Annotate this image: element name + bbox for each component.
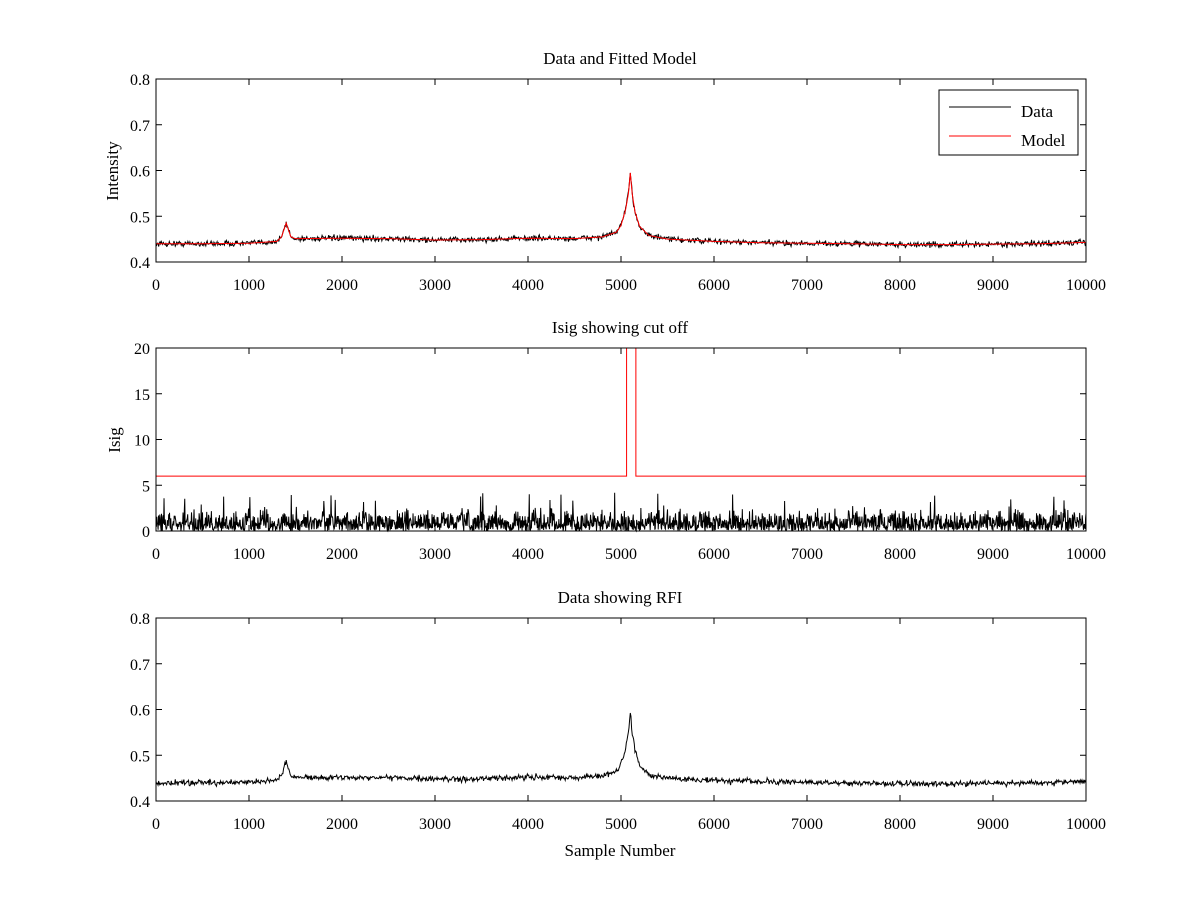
x-tick-label: 6000 (698, 816, 730, 833)
x-tick-label: 10000 (1066, 546, 1106, 563)
x-tick-label: 7000 (791, 546, 823, 563)
y-tick-label: 0.7 (130, 118, 150, 135)
panel-title: Data and Fitted Model (543, 49, 697, 68)
series-line-black (155, 712, 1087, 789)
series-layer (155, 347, 1087, 533)
legend-label-model: Model (1021, 131, 1066, 150)
y-tick-label: 20 (134, 341, 150, 358)
y-tick-label: 0.6 (130, 703, 150, 720)
x-tick-label: 9000 (977, 277, 1009, 294)
x-tick-label: 3000 (419, 277, 451, 294)
series-layer (155, 712, 1087, 789)
x-tick-label: 0 (152, 277, 160, 294)
y-tick-label: 0.4 (130, 794, 150, 811)
x-tick-label: 1000 (233, 277, 265, 294)
legend-box (938, 89, 1079, 156)
y-tick-label: 0.8 (130, 611, 150, 628)
x-tick-label: 8000 (884, 816, 916, 833)
y-tick-label: 0.5 (130, 748, 150, 765)
x-tick-label: 5000 (605, 277, 637, 294)
x-axis-label: Sample Number (565, 841, 676, 860)
x-tick-label: 6000 (698, 277, 730, 294)
legend: Data Model (938, 89, 1079, 156)
x-ticks: 0 1000 2000 3000 4000 5000 6000 7000 8000 9000 100… (152, 348, 1106, 563)
y-tick-label: 0.6 (130, 164, 150, 181)
x-tick-label: 2000 (326, 277, 358, 294)
x-tick-label: 4000 (512, 546, 544, 563)
x-tick-label: 7000 (791, 816, 823, 833)
panel-data-fitted-model: Data and Fitted Model Intensity 0 1000 200… (103, 49, 1106, 294)
x-tick-label: 9000 (977, 816, 1009, 833)
x-tick-label: 0 (152, 816, 160, 833)
x-tick-label: 4000 (512, 277, 544, 294)
plot-frame (155, 347, 1087, 532)
plot-frame (155, 617, 1087, 802)
y-tick-label: 5 (142, 478, 150, 495)
y-tick-label: 0.5 (130, 209, 150, 226)
x-tick-label: 9000 (977, 546, 1009, 563)
x-tick-label: 3000 (419, 816, 451, 833)
y-tick-label: 0.8 (130, 72, 150, 89)
panel-isig-cutoff: Isig showing cut off Isig 0 1000 2000 3000 4… (105, 318, 1106, 563)
panel-data-rfi: Data showing RFI 0 1000 2000 3000 4000 5000 60… (130, 588, 1106, 860)
x-tick-label: 3000 (419, 546, 451, 563)
x-tick-label: 4000 (512, 816, 544, 833)
x-tick-label: 1000 (233, 546, 265, 563)
x-ticks: 0 1000 2000 3000 4000 5000 6000 7000 8000 9000 100… (152, 79, 1106, 294)
y-ticks: 0.4 0.5 0.6 0.7 0.8 (130, 611, 1086, 811)
y-tick-label: 0.7 (130, 657, 150, 674)
x-tick-label: 10000 (1066, 816, 1106, 833)
y-axis-label: Isig (105, 427, 124, 453)
series-line-red (156, 347, 1086, 477)
y-tick-label: 10 (134, 433, 150, 450)
legend-label-data: Data (1021, 102, 1054, 121)
y-ticks: 0.4 0.5 0.6 0.7 0.8 (130, 72, 1086, 272)
x-tick-label: 0 (152, 546, 160, 563)
x-tick-label: 2000 (326, 816, 358, 833)
y-ticks: 0 5 10 15 20 (134, 341, 1086, 541)
series-line-model (156, 172, 1087, 246)
x-tick-label: 7000 (791, 277, 823, 294)
x-tick-label: 6000 (698, 546, 730, 563)
panel-title: Isig showing cut off (552, 318, 688, 337)
y-tick-label: 15 (134, 387, 150, 404)
x-tick-label: 8000 (884, 277, 916, 294)
x-ticks: 0 1000 2000 3000 4000 5000 6000 7000 8000 9000 100… (152, 618, 1106, 833)
y-axis-label: Intensity (103, 141, 122, 201)
x-tick-label: 2000 (326, 546, 358, 563)
x-tick-label: 8000 (884, 546, 916, 563)
y-tick-label: 0.4 (130, 255, 150, 272)
series-layer (155, 172, 1087, 250)
x-tick-label: 5000 (605, 816, 637, 833)
x-tick-label: 1000 (233, 816, 265, 833)
panel-title: Data showing RFI (558, 588, 683, 607)
series-line-data (155, 172, 1087, 250)
x-tick-label: 10000 (1066, 277, 1106, 294)
y-tick-label: 0 (142, 524, 150, 541)
x-tick-label: 5000 (605, 546, 637, 563)
